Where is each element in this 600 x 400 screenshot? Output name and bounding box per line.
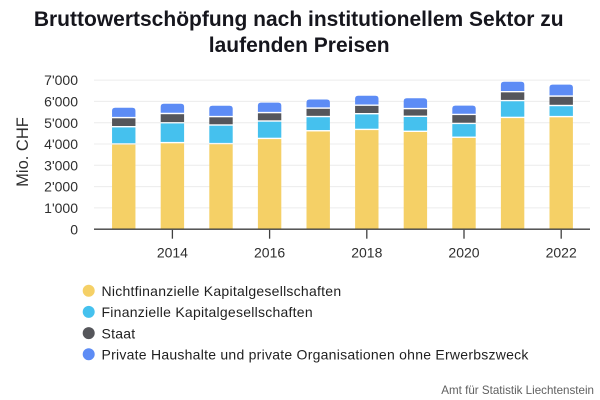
svg-text:Bruttowertschöpfung nach insti: Bruttowertschöpfung nach institutionelle…	[34, 8, 564, 31]
svg-text:1'000: 1'000	[44, 200, 78, 216]
svg-text:2022: 2022	[546, 245, 577, 261]
svg-text:Mio. CHF: Mio. CHF	[14, 117, 32, 187]
svg-text:2016: 2016	[254, 245, 285, 261]
svg-text:Private Haushalte und private: Private Haushalte und private Organisati…	[102, 347, 530, 363]
svg-text:0: 0	[70, 221, 78, 237]
svg-text:2018: 2018	[351, 245, 382, 261]
svg-text:5'000: 5'000	[44, 115, 78, 131]
svg-text:7'000: 7'000	[44, 72, 78, 88]
svg-text:3'000: 3'000	[44, 157, 78, 173]
svg-text:Finanzielle Kapitalgesellschaf: Finanzielle Kapitalgesellschaften	[102, 304, 313, 320]
svg-text:4'000: 4'000	[44, 136, 78, 152]
svg-text:2014: 2014	[157, 245, 188, 261]
svg-text:6'000: 6'000	[44, 94, 78, 110]
svg-text:Staat: Staat	[102, 325, 136, 341]
svg-text:Amt für Statistik Liechtenstei: Amt für Statistik Liechtenstein	[441, 384, 594, 397]
svg-text:Nichtfinanzielle Kapitalgesell: Nichtfinanzielle Kapitalgesellschaften	[102, 283, 342, 299]
svg-text:2'000: 2'000	[44, 179, 78, 195]
svg-text:2020: 2020	[448, 245, 479, 261]
svg-text:laufenden Preisen: laufenden Preisen	[209, 34, 390, 57]
